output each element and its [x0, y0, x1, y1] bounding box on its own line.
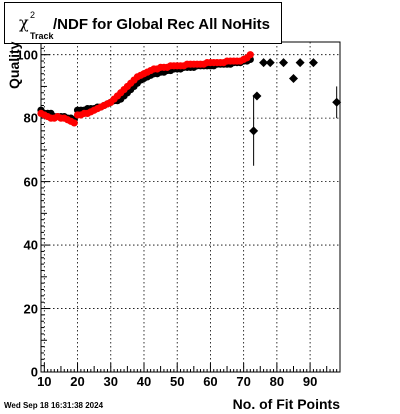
- timestamp: Wed Sep 18 16:31:38 2024: [4, 401, 104, 410]
- x-tick-label: 20: [70, 374, 85, 389]
- data-point: [332, 97, 342, 107]
- data-point: [259, 58, 269, 68]
- y-tick-label: 40: [23, 237, 38, 253]
- x-tick-label: 60: [203, 374, 218, 389]
- x-tick-label: 80: [269, 374, 285, 389]
- x-tick-label: 90: [302, 374, 318, 389]
- title-subscript: Track: [30, 31, 54, 41]
- x-tick-label: 40: [136, 374, 152, 389]
- x-axis-label: No. of Fit Points: [232, 396, 340, 412]
- chart-title: /NDF for Global Rec All NoHits: [53, 16, 270, 33]
- y-tick-label: 80: [23, 110, 38, 126]
- plot-area: [41, 42, 340, 372]
- data-point: [279, 58, 289, 68]
- data-point: [295, 58, 305, 68]
- data-point: [252, 91, 262, 101]
- data-point: [70, 119, 78, 127]
- x-tick-label: 10: [37, 374, 52, 389]
- y-tick-label: 0: [30, 364, 38, 380]
- chart-title-box: χ 2 Track /NDF for Global Rec All NoHits: [4, 2, 282, 44]
- x-tick-label: 70: [236, 374, 251, 389]
- data-point: [265, 58, 275, 68]
- data-point: [249, 126, 259, 136]
- x-tick-label: 50: [169, 374, 185, 389]
- title-chi-symbol: χ: [19, 13, 29, 32]
- data-point: [288, 73, 298, 83]
- y-tick-label: 100: [16, 47, 38, 63]
- y-tick-label: 60: [23, 174, 38, 190]
- y-tick-label: 20: [23, 301, 38, 317]
- data-point: [308, 58, 318, 68]
- title-superscript: 2: [30, 10, 36, 20]
- x-tick-label: 30: [103, 374, 118, 389]
- data-point: [246, 51, 254, 59]
